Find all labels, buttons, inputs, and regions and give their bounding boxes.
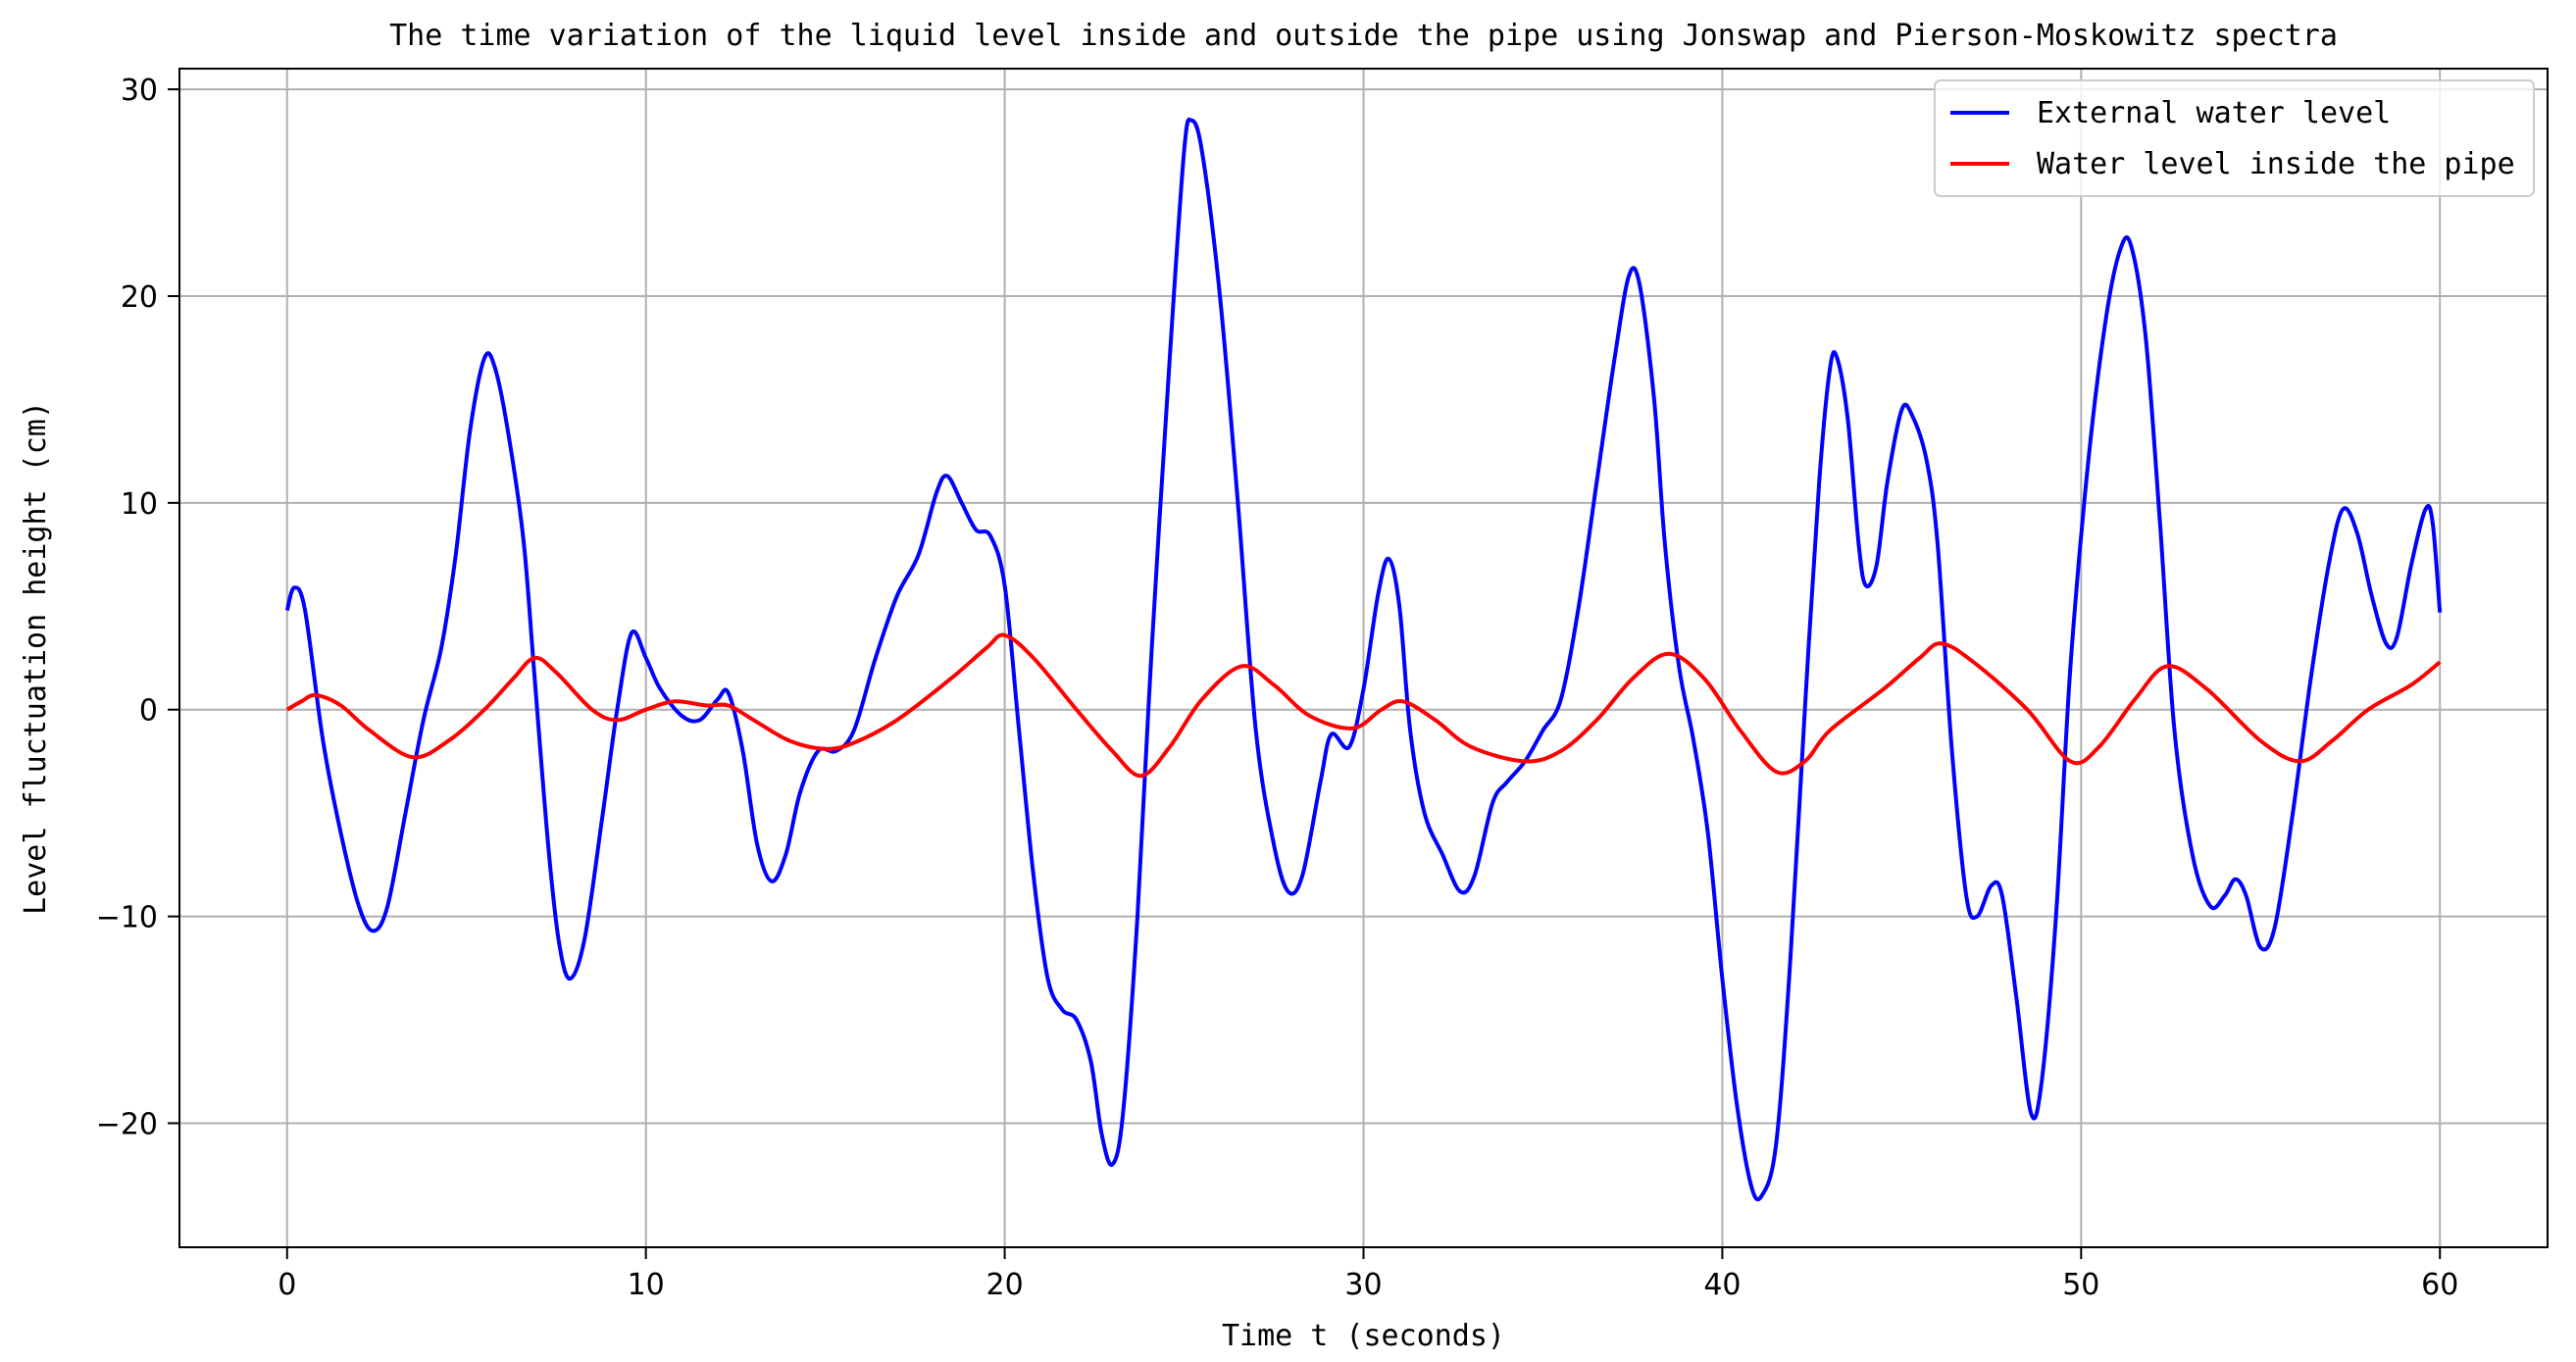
legend-box [1934,79,2535,197]
legend-label-1: Water level inside the pipe [2037,147,2515,181]
x-tick-label: 20 [985,1268,1023,1302]
y-axis-label: Level fluctuation height (cm) [19,401,53,915]
y-tick-label: 30 [121,74,158,108]
x-tick-label: 10 [628,1268,665,1302]
legend-label-0: External water level [2037,96,2391,130]
series-line-0 [284,117,2443,1202]
y-tick-label: −20 [96,1107,158,1141]
series-line-1 [285,632,2442,779]
series-group [284,117,2443,1202]
x-tick-label: 0 [278,1268,296,1302]
x-tick-label: 40 [1703,1268,1741,1302]
x-tick-label: 30 [1344,1268,1382,1302]
legend: External water level Water level inside t… [1934,79,2535,197]
y-tick-label: 0 [139,694,158,729]
x-axis-label: Time t (seconds) [1222,1319,1505,1353]
y-tick-label: −10 [96,901,158,935]
chart-title: The time variation of the liquid level i… [389,19,2338,53]
y-tick-label: 20 [121,280,158,315]
x-tick-label: 50 [2062,1268,2099,1302]
x-tick-label: 60 [2421,1268,2458,1302]
y-tick-label: 10 [121,487,158,522]
ticks: 0 10 20 30 40 50 60 −20 −10 0 10 20 30 [96,74,2459,1302]
